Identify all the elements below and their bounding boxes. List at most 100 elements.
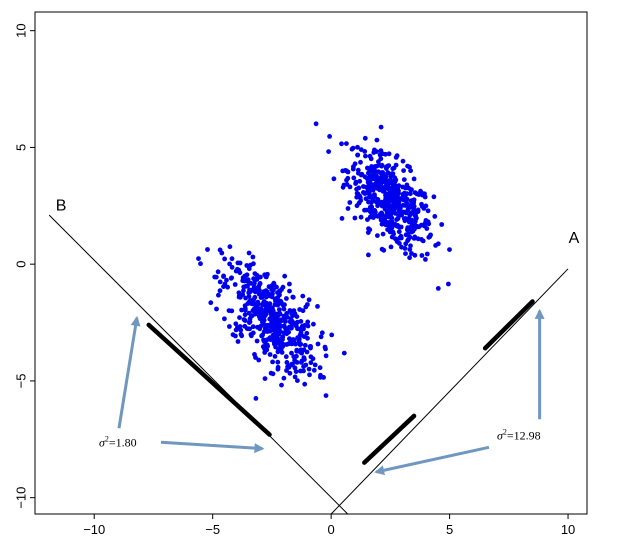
scatter-point <box>354 186 359 192</box>
x-tick-label: 0 <box>328 522 335 537</box>
scatter-point <box>248 281 254 286</box>
line-a <box>330 268 569 515</box>
scatter-point <box>305 319 311 325</box>
scatter-point <box>412 234 418 240</box>
scatter-point <box>317 365 323 371</box>
scatter-point <box>262 322 268 328</box>
scatter-point <box>385 227 390 233</box>
scatter-point <box>420 238 426 244</box>
scatter-point <box>275 295 280 301</box>
scatter-point <box>268 337 273 342</box>
scatter-point <box>388 189 394 195</box>
scatter-point <box>419 201 424 207</box>
scatter-point <box>363 153 368 159</box>
scatter-point <box>241 284 247 290</box>
scatter-point <box>421 206 427 211</box>
scatter-point <box>354 194 360 200</box>
scatter-points <box>196 121 452 401</box>
annotation-arrow <box>374 445 490 476</box>
scatter-point <box>217 247 223 253</box>
scatter-point <box>357 178 363 184</box>
sigma-symbol: σ <box>497 428 504 442</box>
scatter-point <box>345 175 351 181</box>
scatter-point <box>374 163 380 169</box>
scatter-point <box>369 208 374 214</box>
scatter-point <box>284 296 289 301</box>
scatter-point <box>381 173 387 179</box>
scatter-point <box>293 369 299 374</box>
scatter-point <box>270 371 276 377</box>
scatter-point <box>313 121 319 127</box>
scatter-point <box>408 191 413 197</box>
scatter-point <box>350 145 356 151</box>
scatter-point <box>400 192 406 198</box>
scatter-point <box>242 273 248 279</box>
scatter-point <box>269 294 275 300</box>
scatter-point <box>403 251 408 256</box>
x-tick-label: 5 <box>446 522 453 537</box>
scatter-point <box>407 164 412 170</box>
scatter-point <box>279 382 284 388</box>
scatter-point <box>315 304 320 309</box>
scatter-point <box>368 188 373 193</box>
scatter-point <box>408 198 414 204</box>
scatter-point <box>257 326 263 332</box>
variance-annotation: σ2=12.98 <box>497 427 541 442</box>
projection-segment <box>482 299 535 351</box>
scatter-point <box>261 339 267 344</box>
scatter-point <box>366 252 371 258</box>
scatter-point <box>341 350 347 356</box>
scatter-point <box>366 170 371 176</box>
line-label-a: A <box>569 230 580 247</box>
scatter-point <box>369 164 374 169</box>
scatter-point <box>281 342 287 347</box>
scatter-point <box>355 152 361 158</box>
scatter-point <box>371 150 377 155</box>
scatter-point <box>318 334 324 340</box>
projection-lines: AB <box>48 197 580 515</box>
scatter-point <box>401 168 406 174</box>
scatter-point <box>388 212 394 218</box>
scatter-point <box>271 317 277 322</box>
scatter-point <box>380 188 386 194</box>
scatter-point <box>261 329 267 335</box>
scatter-point <box>318 374 323 380</box>
scatter-point <box>407 247 413 252</box>
scatter-point <box>310 356 316 362</box>
scatter-point <box>287 370 293 376</box>
scatter-point <box>230 332 236 338</box>
scatter-point <box>347 200 353 205</box>
scatter-point <box>308 345 313 351</box>
scatter-point <box>242 303 248 308</box>
scatter-point <box>229 264 235 270</box>
scatter-point <box>282 273 288 279</box>
scatter-point <box>331 176 337 182</box>
scatter-point <box>214 306 219 312</box>
scatter-point <box>406 231 411 237</box>
scatter-point <box>286 329 291 335</box>
scatter-point <box>221 273 227 279</box>
scatter-point <box>395 216 401 222</box>
scatter-point <box>262 272 268 278</box>
scatter-point <box>431 194 437 200</box>
scatter-point <box>382 205 388 211</box>
scatter-point <box>242 323 248 329</box>
scatter-point <box>217 279 223 285</box>
y-tick-label: 5 <box>14 144 29 151</box>
scatter-point <box>289 311 294 316</box>
scatter-point <box>275 366 281 372</box>
scatter-point <box>217 288 223 294</box>
scatter-point <box>280 334 286 340</box>
annotation-arrow <box>117 315 141 429</box>
scatter-point <box>248 332 254 337</box>
scatter-point <box>243 307 248 313</box>
scatter-point <box>394 153 400 159</box>
scatter-point <box>225 284 231 290</box>
scatter-point <box>227 261 233 267</box>
scatter-point <box>245 283 250 289</box>
scatter-point <box>261 317 266 322</box>
x-tick-label: 10 <box>561 522 575 537</box>
scatter-point <box>284 360 290 365</box>
scatter-point <box>379 221 385 227</box>
